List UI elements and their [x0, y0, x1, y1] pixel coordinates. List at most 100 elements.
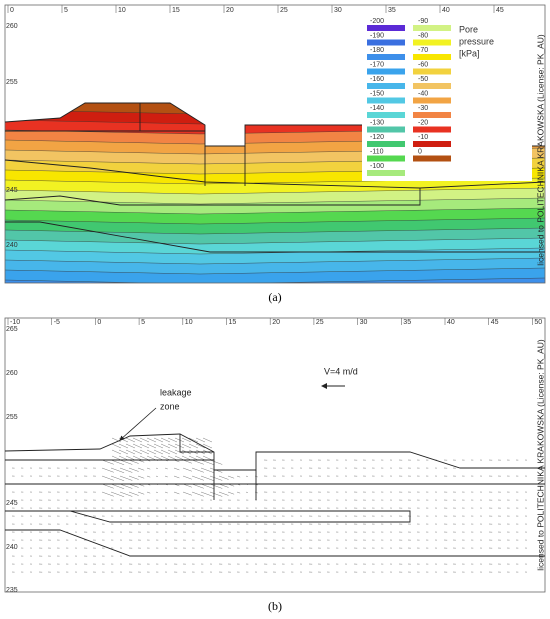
x-ruler-label: 25 — [280, 7, 288, 14]
caption-b: (b) — [268, 599, 282, 613]
flow-vector — [139, 449, 150, 455]
flow-vector — [110, 467, 125, 474]
flow-vector — [191, 475, 204, 481]
panel-b-geometry — [4, 433, 545, 557]
flow-vector — [245, 475, 248, 477]
legend-label: -160 — [370, 76, 384, 83]
flow-vector — [188, 437, 199, 443]
flow-vector — [153, 443, 164, 449]
flow-vector — [182, 483, 192, 488]
flow-vector — [137, 491, 145, 495]
flow-vector — [125, 443, 136, 449]
x-ruler-label: 10 — [118, 7, 126, 14]
legend-label: -110 — [370, 148, 384, 155]
y-ruler-label: 235 — [6, 587, 18, 594]
flow-vector — [218, 483, 229, 488]
flow-vector — [110, 475, 125, 482]
flow-vector — [202, 455, 213, 461]
flow-vector — [164, 467, 168, 470]
flow-vector — [195, 443, 206, 449]
x-ruler-label: 30 — [334, 7, 342, 14]
contour-line — [5, 217, 545, 225]
flow-vector — [191, 459, 204, 465]
flow-vector — [181, 443, 192, 449]
flow-vector — [111, 437, 122, 443]
x-ruler-label: 20 — [272, 319, 280, 326]
legend-swatch — [367, 83, 405, 89]
flow-vector — [132, 437, 143, 443]
x-ruler-label: 45 — [496, 7, 504, 14]
flow-vector — [173, 467, 180, 471]
y-ruler-label: 245 — [6, 500, 18, 507]
x-ruler-label: -10 — [10, 319, 20, 326]
x-ruler-label: 40 — [447, 319, 455, 326]
x-ruler-label: 30 — [360, 319, 368, 326]
flow-vector — [111, 443, 122, 449]
flow-vector — [181, 455, 192, 461]
flow-vector — [236, 491, 241, 494]
x-ruler-label: 25 — [316, 319, 324, 326]
flow-vector — [167, 455, 178, 461]
flow-vector — [188, 443, 199, 449]
legend-label: 0 — [418, 148, 422, 155]
flow-vector — [195, 455, 206, 461]
legend-swatch — [413, 68, 451, 75]
flow-vector — [118, 455, 129, 461]
panel-a-geometry — [4, 102, 546, 253]
contour-line — [5, 207, 545, 215]
flow-vector — [191, 483, 204, 489]
flow-vector — [155, 467, 158, 469]
x-ruler-label: 50 — [534, 319, 542, 326]
flow-vector — [119, 475, 133, 481]
flow-vector — [125, 455, 136, 461]
flow-vector — [139, 437, 150, 443]
legend-label: -50 — [418, 76, 428, 83]
flow-vector — [111, 455, 122, 461]
flow-vector — [146, 491, 151, 494]
flow-vector — [200, 491, 215, 498]
legend-swatch — [413, 25, 451, 31]
flow-vector — [137, 467, 145, 471]
flow-vector — [245, 491, 248, 493]
flow-vector — [101, 491, 114, 497]
flow-vector — [146, 475, 151, 478]
flow-vector — [160, 449, 171, 455]
flow-vector — [200, 483, 215, 490]
legend-swatch — [367, 155, 405, 162]
contour-line — [5, 267, 545, 275]
legend-label: -100 — [370, 163, 384, 170]
caption-a: (a) — [268, 290, 281, 304]
legend-label: -170 — [370, 61, 384, 68]
contour-line — [5, 197, 545, 205]
flow-vector — [191, 491, 204, 497]
flow-vector — [101, 483, 114, 489]
legend-swatch — [367, 39, 405, 46]
flow-vector — [119, 467, 133, 473]
watermark: licensed to POLITECHNIKA KRAKOWSKA (Lice… — [535, 34, 545, 266]
flow-vector — [125, 437, 136, 443]
flow-vector — [174, 449, 185, 455]
y-ruler-label: 240 — [6, 242, 18, 249]
legend-label: -60 — [418, 61, 428, 68]
x-ruler-label: 10 — [185, 319, 193, 326]
legend-swatch — [367, 97, 405, 104]
legend-label: -190 — [370, 32, 384, 39]
legend-label: -20 — [418, 119, 428, 126]
contour-line — [5, 277, 545, 283]
flow-vector — [209, 491, 223, 497]
legend-label: -80 — [418, 32, 428, 39]
contour-line — [5, 247, 545, 255]
contour-line — [5, 227, 545, 235]
legend-title: [kPa] — [459, 48, 480, 58]
flow-vector — [164, 475, 168, 478]
flow-vector — [160, 443, 171, 449]
legend-swatch — [413, 97, 451, 104]
legend-label: -200 — [370, 18, 384, 25]
pressure-band — [5, 278, 545, 283]
velocity-scale-label: V=4 m/d — [324, 366, 358, 376]
y-ruler-label: 255 — [6, 414, 18, 421]
legend-label: -30 — [418, 105, 428, 112]
flow-vector — [202, 443, 213, 449]
flow-vector — [132, 443, 143, 449]
flow-vector — [200, 475, 215, 482]
